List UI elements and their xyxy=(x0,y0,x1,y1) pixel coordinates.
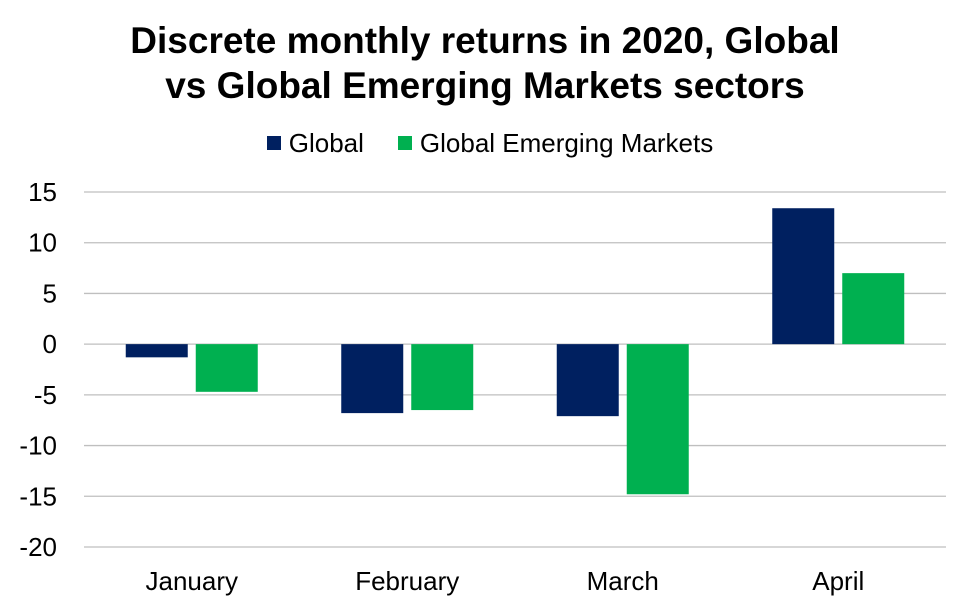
y-tick-label: -15 xyxy=(19,481,57,511)
legend-label-global: Global xyxy=(288,127,364,158)
bar-global-january xyxy=(125,344,188,358)
chart-title-line-1: Discrete monthly returns in 2020, Global xyxy=(130,20,840,61)
bar-global-april xyxy=(772,208,835,345)
x-tick-label: April xyxy=(812,566,864,596)
chart-title: Discrete monthly returns in 2020, Global… xyxy=(0,18,970,108)
legend-swatch-gem xyxy=(397,136,412,150)
x-tick-label: February xyxy=(355,566,459,596)
y-tick-label: -20 xyxy=(19,532,57,562)
legend-label-gem: Global Emerging Markets xyxy=(419,127,714,158)
chart-legend: Global Global Emerging Markets xyxy=(0,126,970,160)
bar-gem-february xyxy=(411,344,474,411)
bar-global-february xyxy=(341,344,404,414)
x-tick-label: January xyxy=(146,566,239,596)
bar-gem-april xyxy=(842,273,905,345)
legend-item-global: Global xyxy=(266,127,364,159)
y-tick-label: -5 xyxy=(34,380,57,410)
legend-swatch-global xyxy=(266,136,281,150)
y-tick-label: 15 xyxy=(28,177,57,207)
y-tick-label: 0 xyxy=(43,329,57,359)
x-tick-label: March xyxy=(587,566,659,596)
legend-item-gem: Global Emerging Markets xyxy=(397,127,714,159)
bar-gem-january xyxy=(195,344,258,392)
bar-gem-march xyxy=(626,344,689,495)
y-tick-label: 10 xyxy=(28,228,57,258)
chart-title-line-2: vs Global Emerging Markets sectors xyxy=(165,65,805,106)
y-tick-label: 5 xyxy=(43,278,57,308)
y-tick-label: -10 xyxy=(19,431,57,461)
bar-global-march xyxy=(556,344,619,417)
